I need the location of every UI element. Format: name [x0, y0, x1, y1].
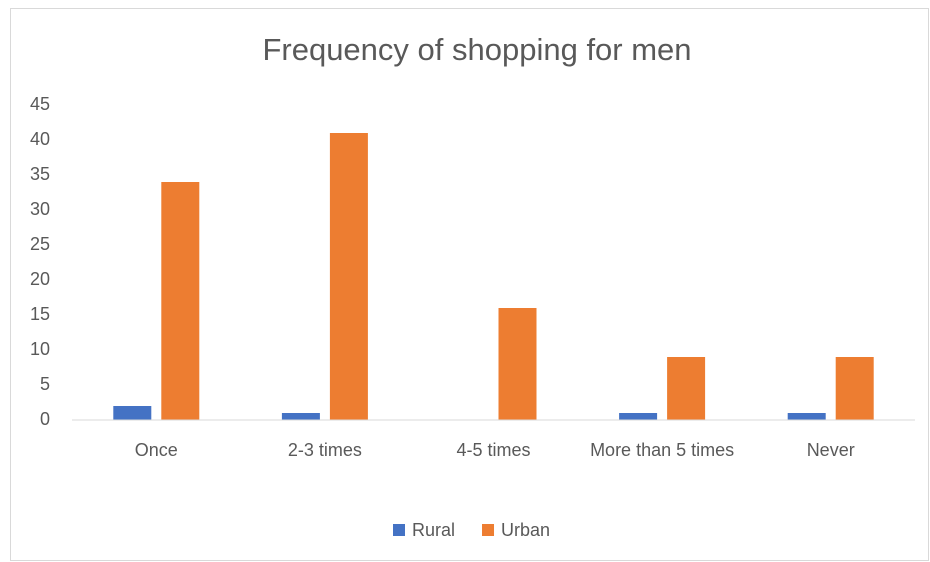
y-tick-label: 0 [40, 409, 50, 429]
bar [667, 357, 706, 420]
y-tick-label: 5 [40, 374, 50, 394]
bar [161, 182, 200, 420]
chart-title: Frequency of shopping for men [262, 32, 691, 67]
y-tick-label: 15 [30, 304, 50, 324]
legend-swatch [393, 524, 405, 536]
chart-border [10, 8, 929, 561]
legend-swatch [482, 524, 495, 536]
x-tick-label: 2-3 times [288, 440, 362, 460]
y-tick-label: 30 [30, 199, 50, 219]
bar [835, 357, 874, 420]
bar [113, 406, 152, 420]
x-tick-label: 4-5 times [456, 440, 530, 460]
x-tick-label: More than 5 times [590, 440, 734, 460]
legend-label: Urban [501, 520, 550, 540]
y-tick-label: 35 [30, 164, 50, 184]
bar [619, 413, 658, 420]
x-tick-label: Never [807, 440, 855, 460]
y-tick-label: 40 [30, 129, 50, 149]
y-tick-label: 45 [30, 94, 50, 114]
y-tick-label: 10 [30, 339, 50, 359]
x-tick-label: Once [135, 440, 178, 460]
legend-label: Rural [412, 520, 455, 540]
bar [281, 413, 320, 420]
bar [498, 308, 537, 420]
y-tick-label: 20 [30, 269, 50, 289]
bar [329, 133, 368, 420]
bar [787, 413, 826, 420]
y-tick-label: 25 [30, 234, 50, 254]
